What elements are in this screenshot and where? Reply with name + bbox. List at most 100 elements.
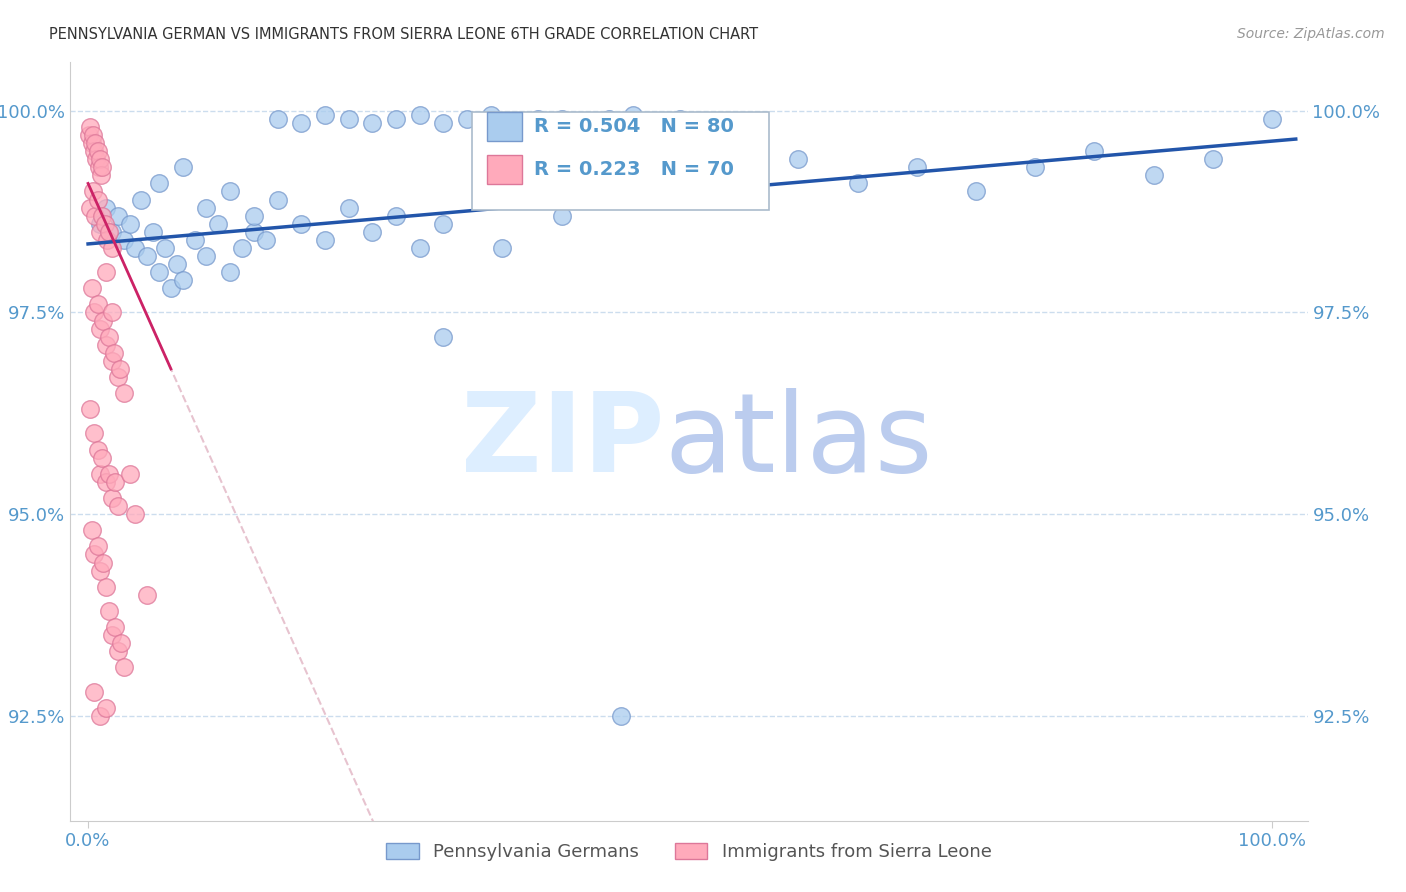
- Point: [432, 217, 454, 231]
- Point: [98, 467, 121, 481]
- Point: [432, 116, 454, 130]
- Point: [669, 177, 692, 191]
- FancyBboxPatch shape: [472, 112, 769, 211]
- Point: [89, 225, 111, 239]
- Point: [153, 241, 176, 255]
- Point: [574, 116, 596, 130]
- Point: [408, 108, 430, 122]
- Point: [166, 257, 188, 271]
- Bar: [488, 155, 522, 184]
- Point: [94, 201, 117, 215]
- Point: [527, 112, 550, 126]
- Point: [491, 241, 513, 255]
- Point: [550, 209, 572, 223]
- Point: [148, 265, 170, 279]
- Point: [80, 523, 103, 537]
- Text: R = 0.504   N = 80: R = 0.504 N = 80: [534, 117, 734, 136]
- Point: [136, 249, 159, 263]
- Point: [89, 467, 111, 481]
- Point: [86, 297, 108, 311]
- Point: [314, 108, 336, 122]
- Point: [91, 209, 114, 223]
- Text: ZIP: ZIP: [461, 388, 664, 495]
- Point: [89, 708, 111, 723]
- Point: [89, 321, 111, 335]
- Point: [83, 144, 105, 158]
- Point: [1024, 161, 1046, 175]
- Point: [314, 233, 336, 247]
- Point: [84, 209, 107, 223]
- Point: [361, 225, 384, 239]
- Point: [93, 217, 115, 231]
- Point: [98, 225, 121, 239]
- Point: [124, 241, 146, 255]
- Bar: [488, 112, 522, 141]
- Point: [160, 281, 183, 295]
- Point: [787, 153, 810, 167]
- Point: [83, 305, 105, 319]
- Point: [79, 120, 101, 134]
- Point: [103, 346, 125, 360]
- Point: [266, 193, 288, 207]
- Point: [80, 281, 103, 295]
- Point: [598, 112, 620, 126]
- Point: [100, 628, 122, 642]
- Point: [118, 217, 141, 231]
- Point: [965, 185, 987, 199]
- Point: [86, 193, 108, 207]
- Point: [112, 386, 135, 401]
- Point: [432, 329, 454, 343]
- Point: [408, 241, 430, 255]
- Point: [645, 116, 668, 130]
- Point: [104, 475, 127, 489]
- Point: [195, 249, 218, 263]
- Point: [290, 116, 312, 130]
- Point: [846, 177, 869, 191]
- Point: [89, 564, 111, 578]
- Point: [266, 112, 288, 126]
- Point: [94, 700, 117, 714]
- Point: [207, 217, 229, 231]
- Point: [503, 116, 526, 130]
- Point: [219, 185, 242, 199]
- Point: [621, 108, 644, 122]
- Text: R = 0.223   N = 70: R = 0.223 N = 70: [534, 160, 734, 179]
- Point: [107, 644, 129, 658]
- Point: [87, 161, 110, 175]
- Point: [172, 273, 194, 287]
- Point: [118, 467, 141, 481]
- Point: [83, 426, 105, 441]
- Point: [550, 112, 572, 126]
- Point: [100, 225, 122, 239]
- Point: [136, 588, 159, 602]
- Point: [86, 540, 108, 554]
- Point: [131, 193, 153, 207]
- Point: [142, 225, 165, 239]
- Point: [98, 604, 121, 618]
- Point: [610, 708, 633, 723]
- Point: [385, 209, 408, 223]
- Point: [1083, 144, 1105, 158]
- Point: [89, 217, 111, 231]
- Point: [337, 201, 360, 215]
- Point: [112, 233, 135, 247]
- Point: [231, 241, 253, 255]
- Point: [94, 337, 117, 351]
- Point: [107, 209, 129, 223]
- Point: [669, 112, 692, 126]
- Point: [100, 491, 122, 505]
- Point: [107, 370, 129, 384]
- Legend: Pennsylvania Germans, Immigrants from Sierra Leone: Pennsylvania Germans, Immigrants from Si…: [378, 836, 1000, 869]
- Text: PENNSYLVANIA GERMAN VS IMMIGRANTS FROM SIERRA LEONE 6TH GRADE CORRELATION CHART: PENNSYLVANIA GERMAN VS IMMIGRANTS FROM S…: [49, 27, 758, 42]
- Point: [82, 185, 104, 199]
- Point: [456, 112, 478, 126]
- Point: [94, 580, 117, 594]
- Point: [243, 209, 266, 223]
- Point: [112, 660, 135, 674]
- Point: [243, 225, 266, 239]
- Point: [86, 442, 108, 457]
- Point: [110, 636, 132, 650]
- Point: [91, 161, 114, 175]
- Point: [79, 402, 101, 417]
- Text: Source: ZipAtlas.com: Source: ZipAtlas.com: [1237, 27, 1385, 41]
